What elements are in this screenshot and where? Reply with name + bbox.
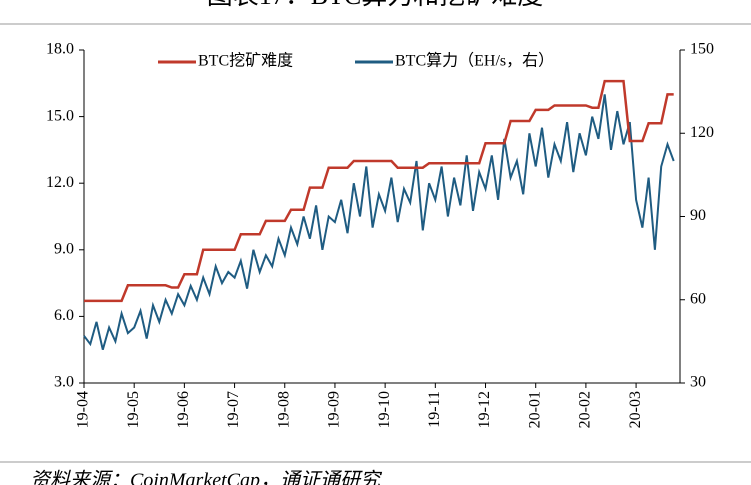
series-line [84, 79, 674, 303]
x-tick-label: 19-08 [275, 391, 292, 428]
y2-tick-label: 30 [690, 374, 706, 391]
legend-label: BTC挖矿难度 [198, 52, 293, 70]
y-tick-label: 12.0 [46, 174, 74, 191]
x-tick-label: 19-11 [426, 391, 443, 428]
x-tick-label: 20-02 [577, 391, 594, 428]
source-note: 资料来源：CoinMarketCap，通证通研究 [30, 470, 383, 485]
x-tick-label: 19-06 [175, 391, 192, 428]
y2-tick-label: 90 [690, 207, 706, 224]
y2-tick-label: 60 [690, 290, 706, 307]
y-tick-label: 15.0 [46, 107, 74, 124]
x-tick-label: 19-12 [476, 391, 493, 428]
y-tick-label: 9.0 [54, 240, 74, 257]
x-tick-label: 19-04 [75, 391, 92, 428]
series-line [83, 94, 675, 350]
x-tick-label: 19-10 [376, 391, 393, 428]
x-tick-label: 19-05 [125, 391, 142, 428]
legend-label: BTC算力（EH/s，右） [395, 51, 554, 70]
y-tick-label: 6.0 [54, 307, 74, 324]
x-tick-label: 19-09 [326, 391, 343, 428]
y2-tick-label: 120 [690, 124, 714, 141]
x-tick-label: 19-07 [225, 391, 242, 428]
x-tick-label: 20-01 [526, 391, 543, 428]
chart-title: 图表17：BTC算力和挖矿难度 [207, 0, 544, 10]
y-tick-label: 3.0 [54, 374, 74, 391]
y2-tick-label: 150 [690, 41, 714, 58]
y-tick-label: 18.0 [46, 41, 74, 58]
x-tick-label: 20-03 [627, 391, 644, 428]
